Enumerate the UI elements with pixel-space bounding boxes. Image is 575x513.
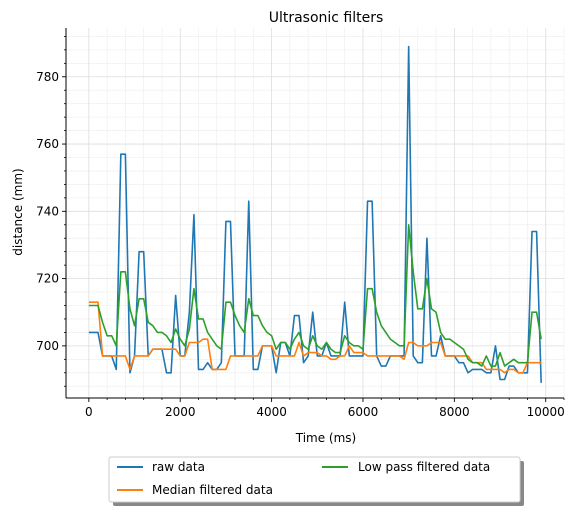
x-tick-label: 6000 xyxy=(348,405,379,419)
x-tick-label: 0 xyxy=(85,405,93,419)
y-tick-label: 780 xyxy=(36,70,59,84)
x-tick-label: 2000 xyxy=(165,405,196,419)
y-tick-label: 720 xyxy=(36,272,59,286)
x-axis-label: Time (ms) xyxy=(295,431,357,445)
chart-title: Ultrasonic filters xyxy=(269,10,384,26)
x-tick-label: 10000 xyxy=(527,405,565,419)
legend-label-median: Median filtered data xyxy=(152,483,273,497)
y-tick-label: 700 xyxy=(36,339,59,353)
legend-label-lowpass: Low pass filtered data xyxy=(358,460,490,474)
legend-label-raw: raw data xyxy=(152,460,205,474)
x-tick-label: 8000 xyxy=(439,405,470,419)
y-axis-label: distance (mm) xyxy=(11,168,25,255)
legend: raw data Median filtered data Low pass f… xyxy=(109,457,524,506)
y-tick-label: 760 xyxy=(36,137,59,151)
y-tick-label: 740 xyxy=(36,204,59,218)
x-tick-label: 4000 xyxy=(256,405,287,419)
